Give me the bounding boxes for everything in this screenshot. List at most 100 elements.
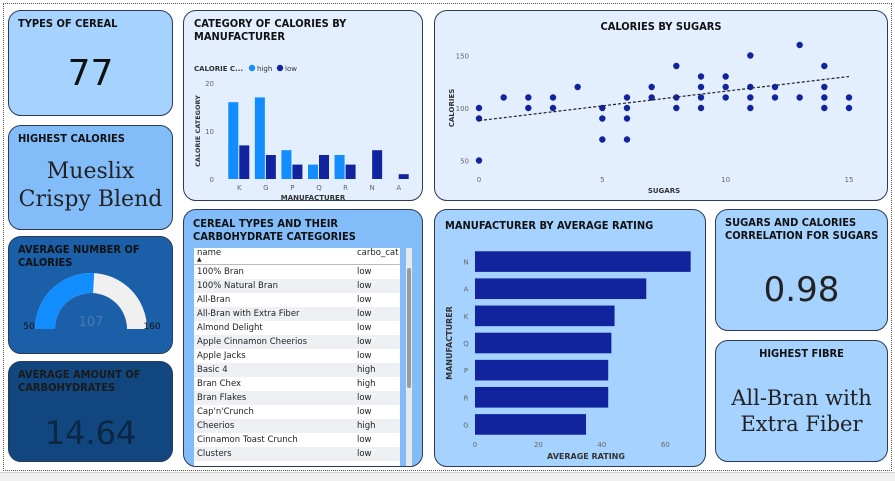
x-tick-label: G: [263, 184, 268, 192]
data-point: [623, 136, 631, 143]
cell-carbo-cat: high: [357, 421, 376, 431]
data-point: [747, 104, 754, 112]
bar-high-R: [334, 155, 345, 179]
x-axis-label: SUGARS: [648, 187, 680, 195]
data-point: [599, 136, 606, 143]
bar-low-Q: [319, 155, 329, 179]
data-point: [722, 73, 729, 80]
column-header-name[interactable]: name ▲: [194, 248, 357, 263]
cell-name: 100% Bran: [197, 267, 244, 277]
chart-calorie-category-by-manufacturer: CATEGORY OF CALORIES BY MANUFACTURER CAL…: [183, 10, 423, 201]
data-table: name ▲ carbo_cat 100% Bran low 100% Natura…: [194, 248, 400, 466]
table-row[interactable]: Bran Chex high: [194, 377, 400, 391]
bar-N: [475, 251, 691, 272]
x-tick-label: 0: [473, 441, 477, 449]
cell-carbo-cat: low: [357, 267, 372, 277]
data-point: [845, 104, 853, 112]
bar-K: [475, 305, 615, 327]
cell-name: All-Bran with Extra Fiber: [197, 309, 300, 319]
cell-carbo-cat: low: [357, 309, 372, 319]
dashboard-frame: [3, 3, 892, 471]
cell-carbo-cat: low: [357, 337, 372, 347]
scrollbar-thumb[interactable]: [407, 268, 411, 388]
y-axis-label: CALORIES: [448, 89, 456, 128]
data-point: [623, 94, 631, 101]
y-tick-label: R: [464, 394, 469, 402]
data-point: [574, 83, 581, 91]
table-row[interactable]: Basic 4 high: [194, 363, 400, 377]
cell-name: Cap'n'Crunch: [197, 407, 254, 417]
data-point: [648, 94, 655, 101]
data-point: [697, 94, 705, 101]
data-point: [500, 94, 507, 101]
table-row[interactable]: Apple Jacks low: [194, 349, 400, 363]
x-tick-label: 15: [845, 176, 854, 184]
table-row[interactable]: All-Bran low: [194, 293, 400, 307]
bar-low-P: [292, 164, 303, 179]
bar-high-G: [254, 97, 265, 179]
legend-marker-low: [276, 64, 284, 72]
bar-low-K: [239, 145, 250, 179]
trend-line: [478, 75, 850, 122]
data-point: [747, 94, 754, 101]
bar-R: [475, 386, 609, 408]
bar-low-R: [345, 164, 356, 179]
x-tick-label: 10: [721, 176, 730, 184]
kpi-title: SUGARS AND CALORIES CORRELATION FOR SUGA…: [725, 216, 879, 242]
y-axis-label: CALORIE CATEGORY: [194, 95, 202, 167]
cell-name: Almond Delight: [197, 323, 263, 333]
table-row[interactable]: Almond Delight low: [194, 321, 400, 335]
y-tick-label: 0: [210, 176, 214, 184]
cell-carbo-cat: high: [357, 365, 376, 375]
table-row[interactable]: All-Bran with Extra Fiber low: [194, 307, 400, 321]
table-cereal-carbo-categories: CEREAL TYPES AND THEIR CARBOHYDRATE CATE…: [183, 209, 423, 467]
cell-carbo-cat: low: [357, 295, 372, 305]
bar-chart: CALORIE C... high low 0 10 20 K G P Q R N A MANUFACTU…: [194, 64, 409, 200]
x-axis-label: AVERAGE RATING: [547, 452, 625, 461]
y-tick-label: 50: [460, 158, 469, 166]
table-row[interactable]: 100% Bran low: [194, 265, 400, 279]
table-row[interactable]: Cap'n'Crunch low: [194, 405, 400, 419]
cell-name: Clusters: [197, 449, 232, 459]
bar-low-G: [265, 155, 276, 179]
bar-high-P: [281, 150, 292, 179]
kpi-value: All-Bran with Extra Fiber: [731, 386, 872, 436]
gauge-fill: [35, 273, 95, 329]
y-tick-label: Q: [463, 340, 469, 348]
table-row[interactable]: Apple Cinnamon Cheerios low: [194, 335, 400, 349]
column-header-carbo-cat[interactable]: carbo_cat: [357, 248, 399, 258]
table-row[interactable]: Clusters low: [194, 447, 400, 461]
data-point: [623, 115, 631, 122]
y-tick-label: A: [464, 286, 469, 294]
kpi-title: HIGHEST CALORIES: [18, 132, 125, 145]
table-row[interactable]: Bran Flakes low: [194, 391, 400, 405]
horizontal-bar-chart: N A K Q P R G 0 20 40 60 AVERAGE RATING MANUFACTURER: [445, 251, 691, 461]
x-tick-label: N: [370, 184, 375, 192]
bar-A: [475, 278, 647, 300]
cell-name: All-Bran: [197, 295, 231, 305]
kpi-value: Mueslix Crispy Blend: [18, 159, 163, 212]
legend-label-high: high: [257, 65, 272, 73]
table-row[interactable]: Cinnamon Toast Crunch low: [194, 433, 400, 447]
cell-name: Bran Chex: [197, 379, 242, 389]
kpi-title: AVERAGE AMOUNT OF CARBOHYDRATES: [18, 368, 141, 394]
chart-title: MANUFACTURER BY AVERAGE RATING: [445, 219, 654, 232]
chart-manufacturer-by-average-rating: MANUFACTURER BY AVERAGE RATING N A K Q P R G 0 2…: [434, 209, 706, 467]
data-point: [697, 83, 705, 91]
cell-name: Basic 4: [197, 365, 228, 375]
cell-name: Bran Flakes: [197, 393, 247, 403]
data-point: [722, 83, 729, 91]
legend-label-low: low: [285, 65, 297, 73]
data-point: [525, 104, 532, 112]
cell-name: 100% Natural Bran: [197, 281, 278, 291]
bar-high-K: [228, 102, 239, 179]
kpi-average-carbohydrates: AVERAGE AMOUNT OF CARBOHYDRATES 14.64: [8, 361, 173, 462]
table-row[interactable]: Cheerios high: [194, 419, 400, 433]
y-tick-label: K: [464, 313, 469, 321]
kpi-sugars-calories-correlation: SUGARS AND CALORIES CORRELATION FOR SUGA…: [715, 209, 888, 331]
cell-carbo-cat: low: [357, 323, 372, 333]
table-scrollbar[interactable]: [406, 248, 412, 466]
data-point: [475, 157, 483, 164]
chart-calories-by-sugars: CALORIES BY SUGARS 0 5 10 15 50 100 150 SUGARS C…: [434, 10, 888, 201]
table-row[interactable]: 100% Natural Bran low: [194, 279, 400, 293]
